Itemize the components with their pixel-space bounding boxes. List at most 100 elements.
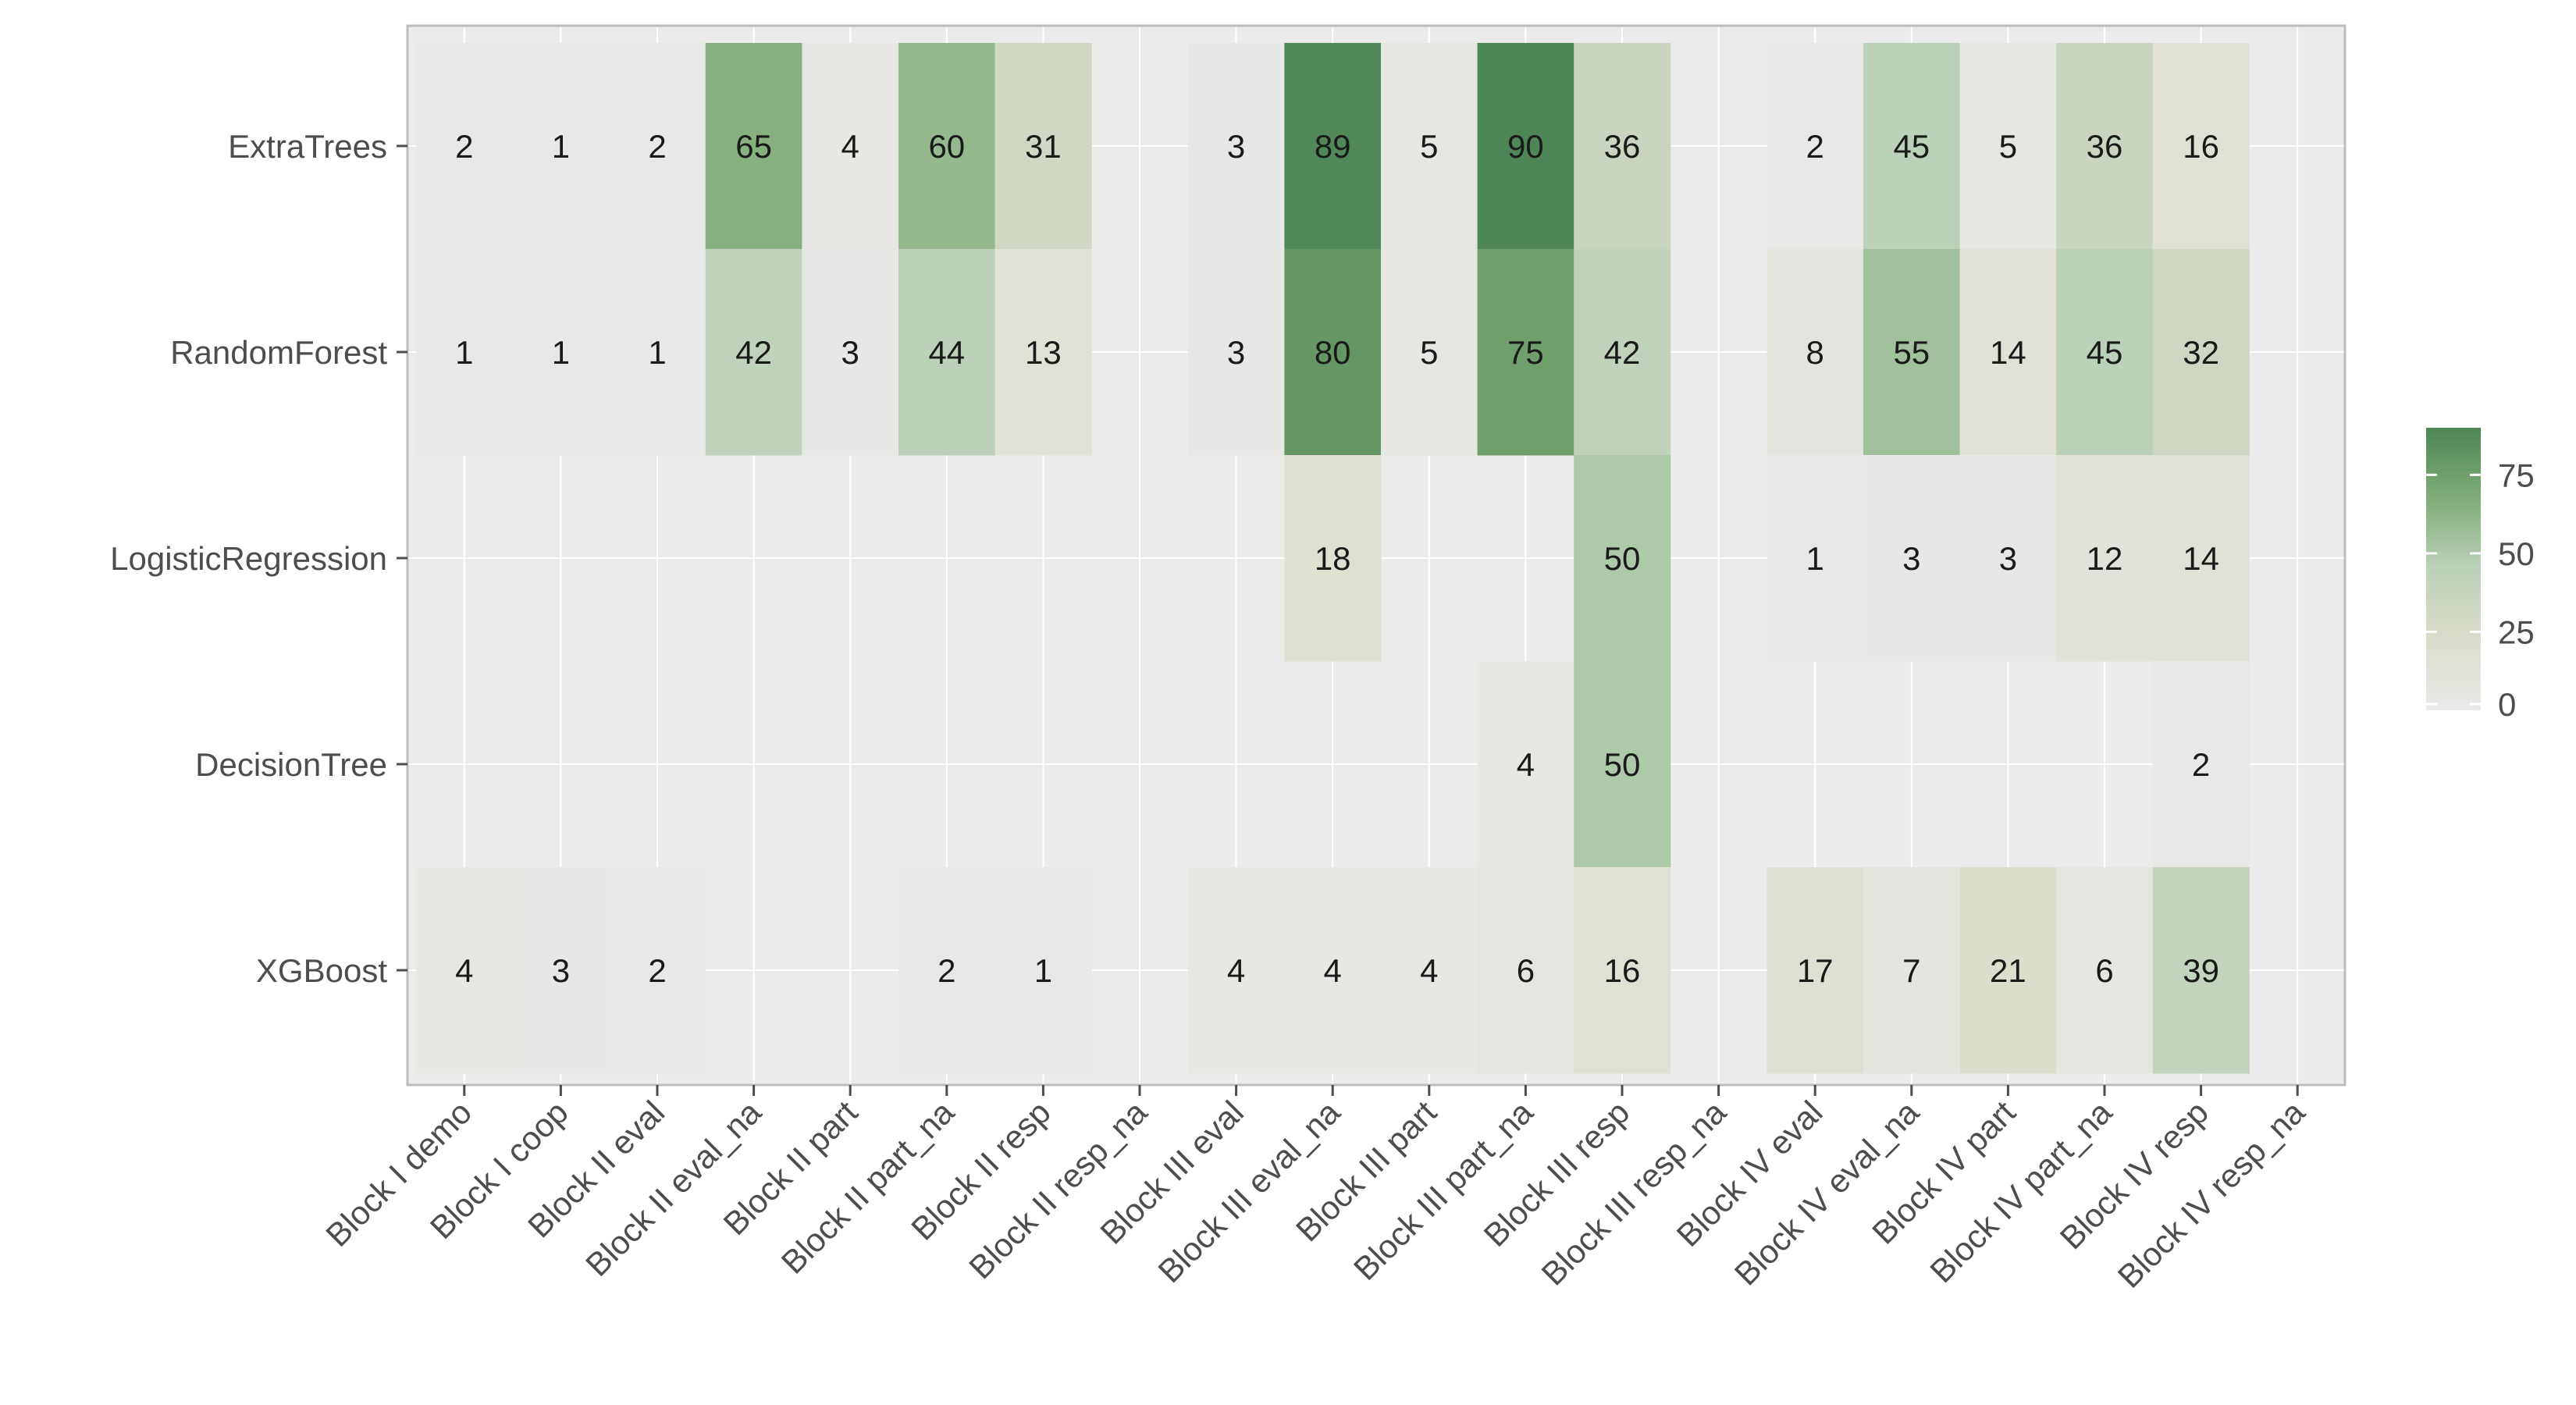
cell-value-label: 12 bbox=[2087, 540, 2123, 577]
heatmap-cell bbox=[802, 249, 899, 456]
cell-value-label: 65 bbox=[735, 128, 772, 165]
heatmap-cell bbox=[609, 249, 706, 456]
heatmap-cell bbox=[802, 43, 899, 250]
cell-value-label: 3 bbox=[1227, 128, 1245, 165]
cell-value-label: 4 bbox=[841, 128, 859, 165]
x-tick-label: Block III part_na bbox=[1347, 1094, 1540, 1287]
cell-value-label: 32 bbox=[2183, 334, 2219, 371]
cell-value-label: 31 bbox=[1025, 128, 1062, 165]
heatmap-cell bbox=[1959, 249, 2057, 456]
heatmap-cell bbox=[2056, 867, 2154, 1074]
cell-value-label: 16 bbox=[2183, 128, 2219, 165]
cell-value-label: 1 bbox=[1034, 952, 1052, 989]
y-tick-label: ExtraTrees bbox=[228, 128, 387, 165]
heatmap-cell bbox=[512, 43, 610, 250]
heatmap-cell bbox=[416, 867, 514, 1074]
heatmap-cell bbox=[2056, 455, 2154, 662]
cell-value-label: 2 bbox=[2192, 746, 2210, 783]
cell-value-label: 13 bbox=[1025, 334, 1062, 371]
cell-value-label: 4 bbox=[1517, 746, 1535, 783]
heatmap-cell bbox=[2152, 661, 2250, 868]
x-tick-label: Block II eval_na bbox=[578, 1094, 768, 1283]
heatmap-cell bbox=[1767, 455, 1864, 662]
cell-value-label: 45 bbox=[2087, 334, 2123, 371]
heatmap-cell bbox=[609, 43, 706, 250]
heatmap-cell bbox=[2056, 249, 2154, 456]
cell-value-label: 4 bbox=[1324, 952, 1342, 989]
cell-value-label: 36 bbox=[2087, 128, 2123, 165]
heatmap-cell bbox=[994, 43, 1092, 250]
cell-value-label: 14 bbox=[2183, 540, 2219, 577]
cell-value-label: 44 bbox=[928, 334, 965, 371]
cell-value-label: 2 bbox=[1806, 128, 1824, 165]
cell-value-label: 18 bbox=[1315, 540, 1351, 577]
heatmap-cell bbox=[609, 867, 706, 1074]
heatmap-cell bbox=[1959, 867, 2057, 1074]
cell-value-label: 3 bbox=[841, 334, 859, 371]
cell-value-label: 1 bbox=[1806, 540, 1824, 577]
cell-value-labels: 2 1 2 65 4 60 31 3 89 5 90 36 2 45 5 36 161 1 1 42 3 44 13 3 80 5… bbox=[455, 128, 2219, 989]
cell-value-label: 42 bbox=[1604, 334, 1641, 371]
cell-value-label: 36 bbox=[1604, 128, 1641, 165]
heatmap-cell bbox=[705, 43, 802, 250]
heatmap-cell bbox=[1863, 455, 1961, 662]
colorbar-tick-label: 50 bbox=[2498, 535, 2535, 572]
cell-value-label: 6 bbox=[1517, 952, 1535, 989]
heatmap-cell bbox=[1477, 249, 1574, 456]
x-tick-label: Block IV part_na bbox=[1923, 1094, 2119, 1290]
cell-value-label: 4 bbox=[1227, 952, 1245, 989]
cell-value-label: 50 bbox=[1604, 746, 1641, 783]
heatmap-cell bbox=[1284, 867, 1382, 1074]
cell-value-label: 8 bbox=[1806, 334, 1824, 371]
heatmap-cell bbox=[994, 867, 1092, 1074]
heatmap-cell bbox=[1284, 249, 1382, 456]
cell-value-label: 2 bbox=[648, 128, 666, 165]
heatmap-cell bbox=[2056, 43, 2154, 250]
heatmap-cell bbox=[512, 249, 610, 456]
heatmap-cell bbox=[1767, 249, 1864, 456]
heatmap-cell bbox=[1959, 43, 2057, 250]
cell-value-label: 3 bbox=[1227, 334, 1245, 371]
cell-value-label: 17 bbox=[1797, 952, 1834, 989]
cell-value-label: 39 bbox=[2183, 952, 2219, 989]
cell-value-label: 4 bbox=[455, 952, 473, 989]
heatmap-cell bbox=[1863, 43, 1961, 250]
cell-value-label: 2 bbox=[455, 128, 473, 165]
cell-value-label: 5 bbox=[1420, 334, 1438, 371]
y-tick-label: LogisticRegression bbox=[110, 540, 387, 577]
cell-value-label: 89 bbox=[1315, 128, 1351, 165]
heatmap-cell bbox=[1381, 43, 1478, 250]
cell-value-label: 16 bbox=[1604, 952, 1641, 989]
cell-value-label: 90 bbox=[1507, 128, 1544, 165]
heatmap-cell bbox=[1959, 455, 2057, 662]
heatmap-cell bbox=[1863, 249, 1961, 456]
y-tick-label: XGBoost bbox=[256, 952, 387, 989]
heatmap-cell bbox=[2152, 43, 2250, 250]
heatmap-cell bbox=[898, 867, 996, 1074]
heatmap-cell bbox=[1284, 43, 1382, 250]
heatmap-cell bbox=[1187, 867, 1285, 1074]
heatmap-cell bbox=[2152, 455, 2250, 662]
heatmap-cell bbox=[416, 249, 514, 456]
cell-value-label: 45 bbox=[1893, 128, 1930, 165]
cell-value-label: 5 bbox=[1999, 128, 2017, 165]
colorbar-tick-label: 75 bbox=[2498, 457, 2535, 493]
cell-value-label: 60 bbox=[928, 128, 965, 165]
heatmap-cell bbox=[2152, 249, 2250, 456]
heatmap-cell bbox=[1477, 661, 1574, 868]
colorbar-tick-label: 25 bbox=[2498, 614, 2535, 650]
y-axis: ExtraTrees RandomForest LogisticRegression… bbox=[110, 128, 407, 989]
cell-value-label: 1 bbox=[648, 334, 666, 371]
cell-value-label: 21 bbox=[1990, 952, 2026, 989]
heatmap-cell bbox=[1187, 249, 1285, 456]
heatmap-cells bbox=[416, 43, 2250, 1074]
cell-value-label: 3 bbox=[1999, 540, 2017, 577]
heatmap-cell bbox=[1574, 867, 1671, 1074]
cell-value-label: 14 bbox=[1990, 334, 2026, 371]
heatmap-cell bbox=[512, 867, 610, 1074]
heatmap-cell bbox=[2152, 867, 2250, 1074]
heatmap-cell bbox=[994, 249, 1092, 456]
cell-value-label: 3 bbox=[1902, 540, 1920, 577]
y-tick-label: RandomForest bbox=[170, 334, 387, 371]
